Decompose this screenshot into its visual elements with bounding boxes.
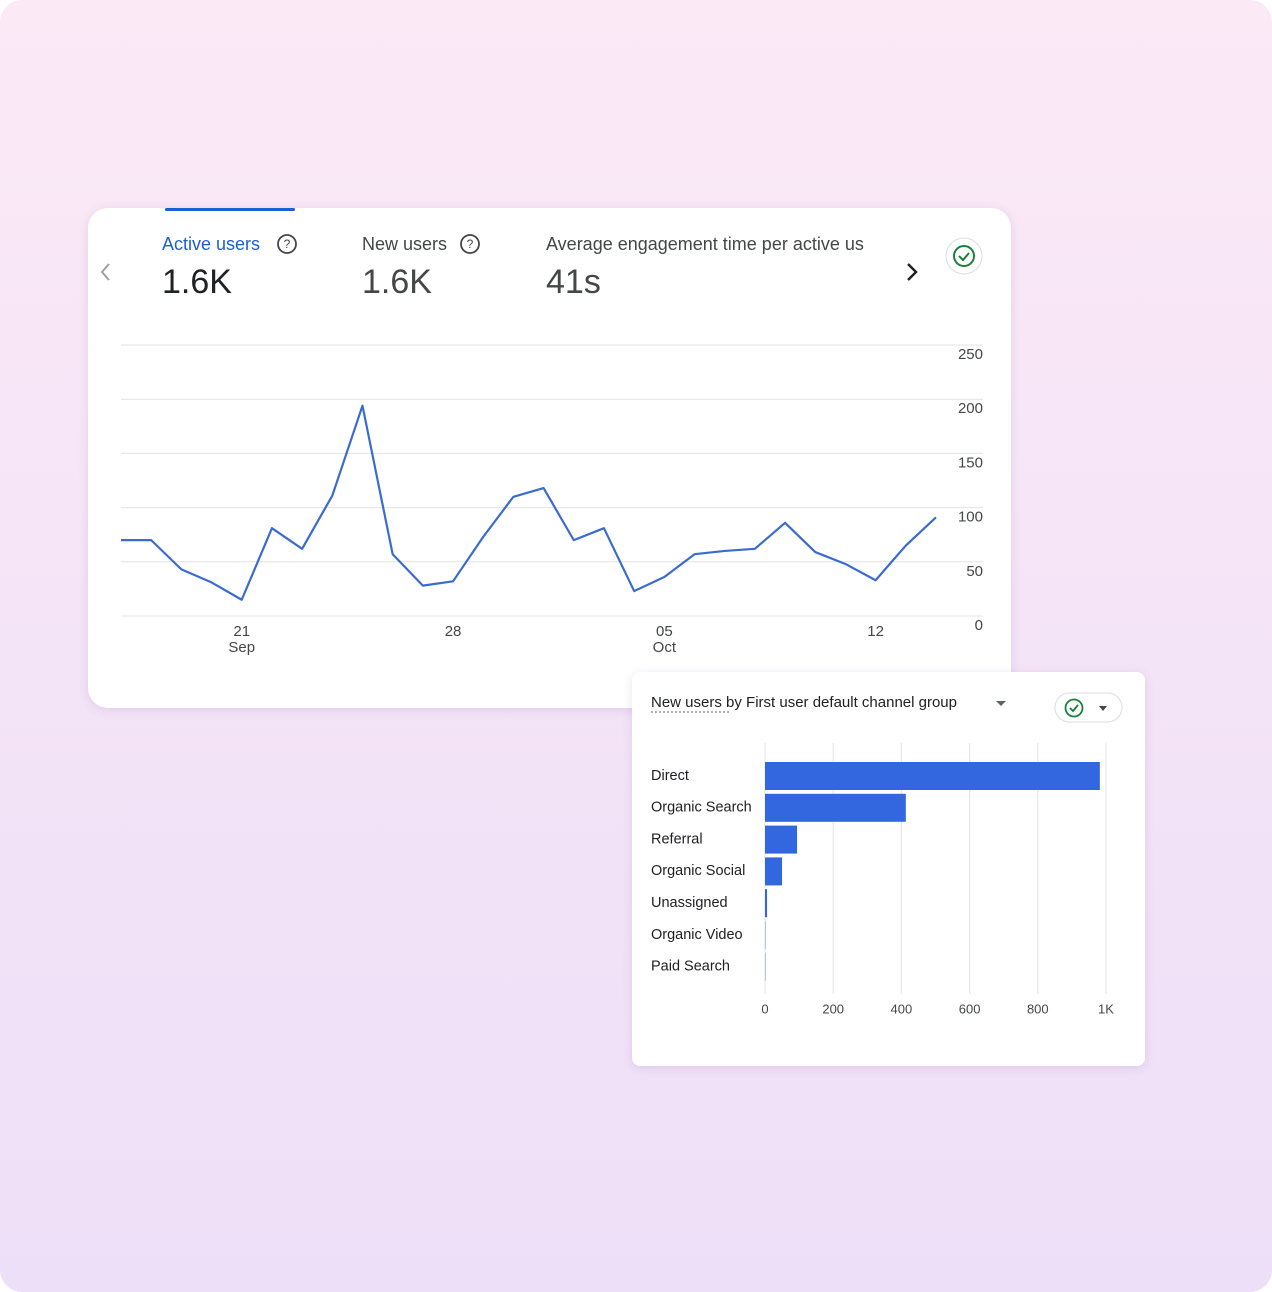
y-tick-label: Direct — [651, 768, 689, 784]
y-tick-label: Organic Search — [651, 800, 752, 816]
y-tick-label: 200 — [958, 400, 983, 417]
metric-label[interactable]: New users — [362, 234, 447, 254]
dropdown-icon[interactable] — [996, 701, 1006, 706]
check-icon — [958, 252, 970, 262]
status-button[interactable] — [945, 237, 983, 275]
help-icon[interactable] — [460, 234, 480, 254]
metric-value: 1.6K — [162, 263, 232, 301]
channel-card: New users by First user default channel … — [632, 672, 1145, 1066]
help-icon-mark: ? — [467, 237, 474, 251]
y-tick-label: Organic Video — [651, 927, 743, 943]
overview-card: Active users ? 1.6K New users ? 1.6K Ave… — [88, 208, 1011, 708]
y-tick-label: Organic Social — [651, 863, 745, 879]
card-title[interactable]: New users by First user default channel … — [651, 694, 957, 711]
metric-label[interactable]: Active users — [162, 234, 260, 254]
bar — [765, 857, 783, 886]
title-rest: by First user default channel group — [726, 694, 957, 711]
next-arrow[interactable] — [907, 263, 918, 281]
bar-chart: New users by First user default channel … — [651, 692, 1123, 1016]
check-icon — [1064, 698, 1084, 718]
y-tick-label: 250 — [958, 346, 983, 363]
x-tick-label: 800 — [1027, 1001, 1049, 1016]
line-series — [121, 404, 937, 601]
bar — [765, 889, 768, 918]
help-icon-mark: ? — [284, 237, 291, 251]
x-tick-label: 1K — [1098, 1001, 1114, 1016]
y-tick-label: Paid Search — [651, 959, 730, 975]
line-chart: Active users ? 1.6K New users ? 1.6K Ave… — [100, 208, 983, 656]
y-tick-label: Unassigned — [651, 895, 728, 911]
metric-value: 1.6K — [362, 263, 432, 301]
check-icon — [1069, 704, 1079, 713]
y-tick-label: 50 — [966, 563, 983, 580]
title-metric[interactable]: New users — [651, 694, 722, 711]
x-tick-label: 12 — [867, 623, 884, 640]
x-tick-label: 28 — [445, 623, 462, 640]
x-tick-label: 400 — [891, 1001, 913, 1016]
dropdown-icon[interactable] — [1099, 706, 1107, 711]
y-tick-label: Referral — [651, 831, 703, 847]
active-tab-indicator — [165, 208, 295, 211]
check-icon — [953, 245, 975, 267]
y-tick-label: 0 — [975, 617, 983, 634]
x-tick-label: 600 — [959, 1001, 981, 1016]
metric-label[interactable]: Average engagement time per active us — [546, 234, 864, 254]
x-tick-label: 0 — [761, 1001, 768, 1016]
prev-arrow[interactable] — [100, 263, 110, 281]
x-tick-label: 21 Sep — [228, 623, 255, 656]
bar — [765, 793, 906, 822]
y-tick-label: 150 — [958, 454, 983, 471]
x-tick-label: 05 Oct — [653, 623, 677, 656]
help-icon[interactable] — [277, 234, 297, 254]
bar — [765, 825, 798, 854]
metric-value: 41s — [546, 263, 601, 301]
y-tick-label: 100 — [958, 509, 983, 526]
bar — [765, 762, 1100, 790]
x-tick-label: 200 — [822, 1001, 844, 1016]
